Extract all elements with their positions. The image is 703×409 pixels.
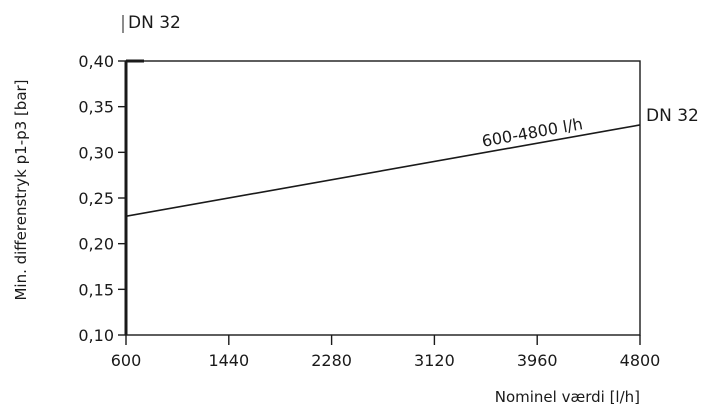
y-tick-label: 0,30	[78, 143, 114, 162]
x-tick-label: 600	[111, 351, 142, 370]
x-axis-ticks: 600 1440 2280 3120 3960 4800	[111, 335, 661, 370]
plot-frame	[125, 60, 641, 336]
x-axis-label: Nominel værdi [l/h]	[495, 388, 640, 406]
y-tick-label: 0,25	[78, 189, 114, 208]
x-tick-label: 4800	[620, 351, 661, 370]
line-end-annotation: DN 32	[646, 106, 699, 126]
y-tick-label: 0,35	[78, 98, 114, 117]
x-tick-label: 3960	[517, 351, 558, 370]
series-line	[125, 124, 641, 218]
y-tick-label: 0,15	[78, 280, 114, 299]
chart-title: DN 32	[128, 13, 181, 33]
x-tick-label: 2280	[311, 351, 352, 370]
y-axis-ticks: 0,10 0,15 0,20 0,25 0,30 0,35 0,40	[78, 52, 126, 345]
x-tick-label: 3120	[414, 351, 455, 370]
y-axis-label: Min. differenstryk p1-p3 [bar]	[12, 79, 30, 300]
y-tick-label: 0,40	[78, 52, 114, 71]
y-tick-label: 0,10	[78, 326, 114, 345]
x-tick-label: 1440	[208, 351, 249, 370]
series-lines	[125, 124, 641, 218]
y-tick-label: 0,20	[78, 235, 114, 254]
series-label: 600-4800 l/h	[480, 114, 584, 151]
